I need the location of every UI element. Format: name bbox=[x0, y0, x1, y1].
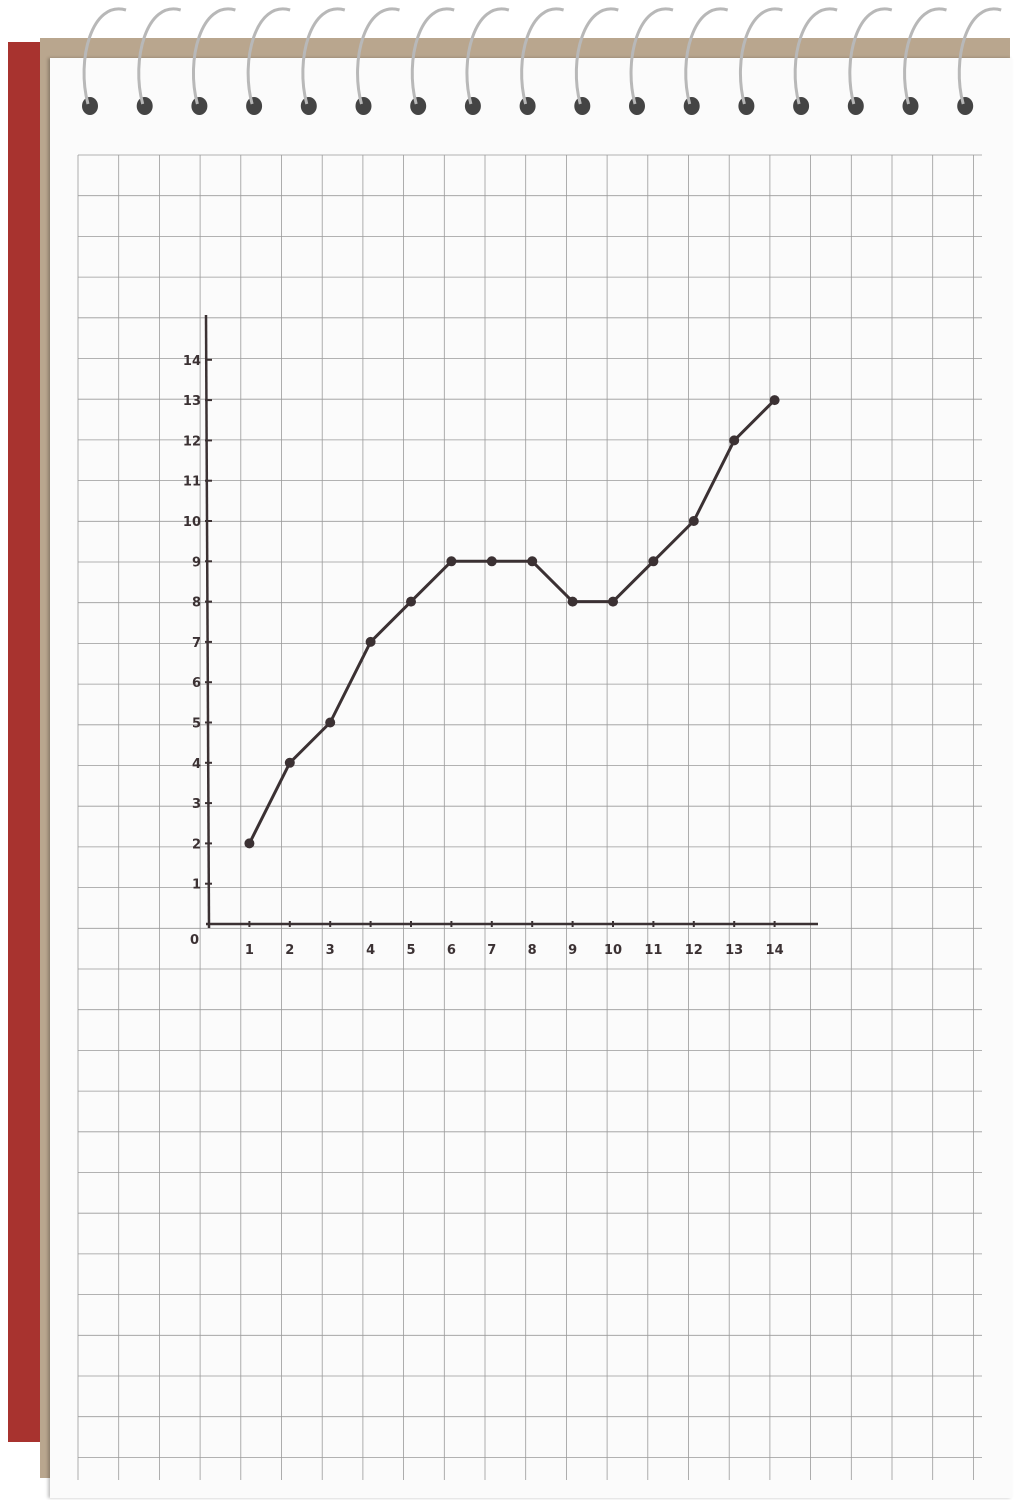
y-tick-label: 8 bbox=[192, 596, 201, 611]
spiral-ring bbox=[410, 7, 455, 105]
binding-hole bbox=[793, 97, 810, 115]
spiral-ring bbox=[137, 7, 182, 105]
spiral-ring bbox=[574, 7, 619, 105]
data-point bbox=[406, 596, 416, 607]
y-tick-label: 14 bbox=[183, 354, 201, 369]
binding-hole bbox=[519, 97, 536, 115]
data-point bbox=[729, 435, 740, 446]
data-point bbox=[688, 516, 699, 526]
series-line bbox=[244, 395, 780, 849]
spiral-ring bbox=[82, 7, 127, 105]
y-tick-label: 4 bbox=[192, 757, 201, 772]
x-tick-label: 3 bbox=[326, 943, 335, 958]
spiral-ring bbox=[848, 7, 893, 105]
spiral-ring bbox=[246, 7, 291, 105]
spiral-ring bbox=[629, 7, 674, 105]
binding-hole bbox=[191, 97, 208, 115]
spiral-ring bbox=[465, 7, 510, 105]
x-tick-label: 8 bbox=[528, 943, 537, 958]
data-point bbox=[446, 556, 457, 567]
binding-hole bbox=[738, 97, 755, 115]
binding-hole bbox=[82, 97, 98, 115]
data-point bbox=[608, 596, 618, 607]
y-tick-label: 6 bbox=[192, 676, 201, 691]
data-point bbox=[284, 757, 295, 768]
x-tick-label: 11 bbox=[644, 943, 662, 958]
y-tick-label: 12 bbox=[183, 434, 201, 449]
data-point bbox=[567, 596, 578, 607]
data-point bbox=[769, 395, 780, 406]
grid-paper bbox=[77, 154, 982, 1480]
y-tick-label: 5 bbox=[192, 717, 201, 732]
spiral-binding bbox=[82, 7, 1002, 115]
x-tick-label: 6 bbox=[447, 943, 456, 958]
y-tick-label: 13 bbox=[183, 394, 201, 409]
spiral-ring bbox=[520, 7, 565, 105]
y-tick-label: 9 bbox=[192, 555, 201, 570]
data-point bbox=[365, 636, 376, 647]
y-tick-label: 11 bbox=[183, 475, 201, 490]
y-tick-label: 2 bbox=[192, 837, 201, 852]
y-tick-label: 1 bbox=[192, 878, 201, 893]
data-line bbox=[248, 399, 776, 845]
spiral-ring bbox=[793, 7, 838, 105]
binding-hole bbox=[629, 97, 645, 115]
binding-hole bbox=[464, 97, 481, 115]
y-tick-label: 7 bbox=[192, 636, 201, 651]
binding-hole bbox=[574, 97, 591, 115]
x-tick-label: 12 bbox=[685, 943, 703, 958]
x-tick-label: 10 bbox=[604, 943, 622, 958]
binding-hole bbox=[246, 97, 263, 115]
data-point bbox=[527, 556, 538, 567]
x-tick-label: 14 bbox=[766, 943, 784, 958]
binding-hole bbox=[136, 97, 153, 115]
origin-label: 0 bbox=[190, 933, 199, 948]
binding-hole bbox=[957, 97, 974, 115]
x-tick-label: 9 bbox=[568, 943, 577, 958]
data-point bbox=[244, 838, 255, 849]
binding-hole bbox=[902, 97, 919, 115]
spiral-ring bbox=[957, 7, 1002, 105]
spiral-ring bbox=[191, 7, 236, 105]
x-tick-label: 4 bbox=[366, 943, 375, 958]
axes bbox=[204, 314, 818, 929]
binding-hole bbox=[410, 97, 427, 115]
data-point bbox=[486, 556, 497, 567]
spiral-ring bbox=[903, 7, 947, 105]
data-point bbox=[325, 717, 336, 728]
binding-hole bbox=[355, 97, 372, 115]
binding-hole bbox=[300, 97, 317, 115]
data-point bbox=[648, 556, 659, 567]
spiral-ring bbox=[684, 7, 729, 105]
x-tick-label: 5 bbox=[406, 943, 415, 958]
binding-hole bbox=[847, 97, 864, 115]
y-tick-label: 10 bbox=[183, 515, 201, 530]
x-tick-label: 7 bbox=[487, 943, 496, 958]
spiral-ring bbox=[738, 7, 783, 105]
binding-hole bbox=[683, 97, 700, 115]
spiral-ring bbox=[356, 7, 400, 105]
y-tick-label: 3 bbox=[192, 797, 201, 812]
x-tick-label: 13 bbox=[725, 943, 743, 958]
spiral-ring bbox=[301, 7, 346, 105]
y-axis bbox=[204, 314, 211, 929]
x-tick-label: 2 bbox=[285, 943, 294, 958]
x-tick-label: 1 bbox=[245, 943, 254, 958]
